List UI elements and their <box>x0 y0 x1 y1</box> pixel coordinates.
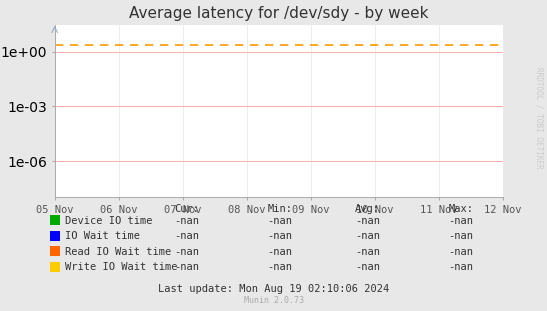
Text: -nan: -nan <box>267 231 293 241</box>
Text: -nan: -nan <box>267 262 293 272</box>
Text: Device IO time: Device IO time <box>65 216 152 226</box>
Text: -nan: -nan <box>174 262 200 272</box>
Text: Munin 2.0.73: Munin 2.0.73 <box>243 296 304 305</box>
Text: -nan: -nan <box>174 231 200 241</box>
Text: -nan: -nan <box>355 247 380 257</box>
Text: Read IO Wait time: Read IO Wait time <box>65 247 171 257</box>
Text: -nan: -nan <box>448 231 473 241</box>
Text: Last update: Mon Aug 19 02:10:06 2024: Last update: Mon Aug 19 02:10:06 2024 <box>158 284 389 294</box>
Text: -nan: -nan <box>355 262 380 272</box>
Text: Min:: Min: <box>267 204 293 214</box>
Text: -nan: -nan <box>355 216 380 226</box>
Text: Cur:: Cur: <box>174 204 200 214</box>
Text: Avg:: Avg: <box>355 204 380 214</box>
Text: -nan: -nan <box>267 216 293 226</box>
Text: -nan: -nan <box>448 216 473 226</box>
Text: -nan: -nan <box>355 231 380 241</box>
Text: -nan: -nan <box>174 247 200 257</box>
Text: Write IO Wait time: Write IO Wait time <box>65 262 177 272</box>
Title: Average latency for /dev/sdy - by week: Average latency for /dev/sdy - by week <box>129 6 429 21</box>
Text: RRDTOOL / TOBI OETIKER: RRDTOOL / TOBI OETIKER <box>534 67 543 169</box>
Text: Max:: Max: <box>448 204 473 214</box>
Text: IO Wait time: IO Wait time <box>65 231 139 241</box>
Text: -nan: -nan <box>448 247 473 257</box>
Text: -nan: -nan <box>448 262 473 272</box>
Text: -nan: -nan <box>267 247 293 257</box>
Text: -nan: -nan <box>174 216 200 226</box>
